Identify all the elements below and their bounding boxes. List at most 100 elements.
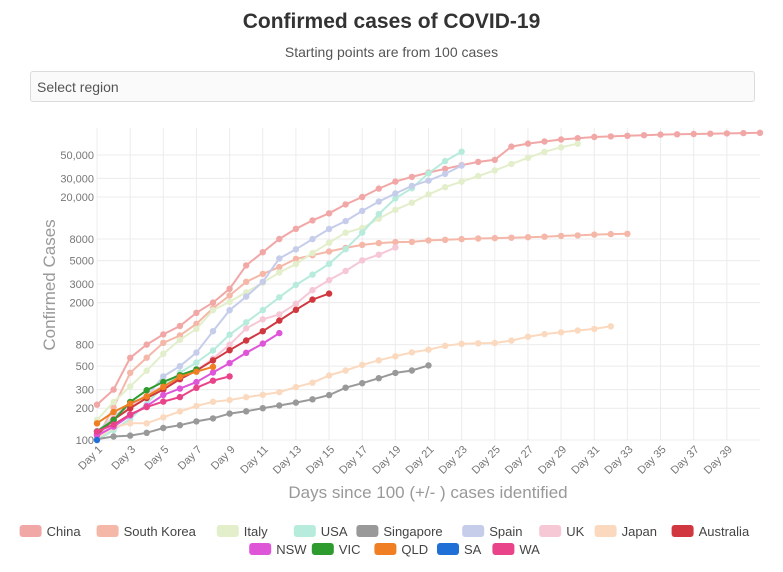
x-tick-label: Day 21	[403, 444, 436, 477]
data-point	[143, 403, 150, 411]
data-point	[209, 398, 217, 405]
data-point	[292, 246, 300, 253]
legend-swatch	[492, 543, 515, 555]
data-point	[557, 329, 565, 336]
data-point	[176, 373, 184, 380]
data-point	[309, 235, 316, 243]
data-point	[425, 346, 432, 353]
data-point	[624, 132, 631, 139]
data-point	[276, 235, 283, 243]
series-wa	[93, 373, 233, 435]
data-point	[176, 322, 184, 330]
data-point	[325, 290, 333, 297]
data-point	[93, 420, 101, 427]
data-point	[591, 133, 598, 141]
chart-title: Confirmed cases of COVID-19	[242, 10, 541, 33]
data-point	[309, 379, 316, 386]
data-point	[226, 292, 233, 299]
data-point	[309, 249, 316, 257]
data-point	[226, 347, 233, 354]
x-tick-label: Day 13	[271, 444, 304, 477]
data-point	[342, 229, 349, 236]
data-point	[193, 378, 200, 386]
data-point	[359, 229, 366, 236]
data-point	[408, 182, 416, 190]
legend-item-qld: QLD	[374, 542, 428, 557]
data-point	[425, 191, 432, 198]
data-point	[441, 157, 449, 165]
x-tick-label: Day 33	[602, 444, 635, 477]
data-point	[342, 246, 349, 253]
legend-label: QLD	[401, 542, 428, 557]
data-point	[143, 393, 150, 400]
data-point	[259, 270, 266, 278]
data-point	[193, 320, 200, 327]
data-point	[458, 178, 465, 185]
data-point	[110, 408, 117, 416]
legend-swatch	[462, 525, 485, 537]
data-point	[574, 232, 581, 239]
y-tick-label: 50,000	[60, 150, 94, 162]
data-point	[359, 380, 366, 387]
legend-label: VIC	[339, 542, 361, 557]
data-point	[541, 148, 548, 155]
data-point	[143, 387, 150, 394]
data-point	[375, 210, 382, 218]
x-tick-label: Day 1	[76, 444, 105, 473]
series-sa	[93, 436, 101, 444]
legend-swatch	[356, 525, 379, 537]
data-point	[408, 349, 416, 356]
data-point	[226, 307, 233, 314]
data-point	[127, 432, 134, 439]
legend-swatch	[249, 543, 272, 555]
data-point	[607, 230, 614, 238]
data-point	[408, 173, 416, 181]
x-tick-label: Day 15	[304, 444, 337, 477]
data-point	[425, 170, 432, 177]
data-point	[309, 296, 316, 303]
data-point	[375, 198, 382, 205]
data-point	[359, 257, 366, 264]
data-point	[740, 129, 747, 137]
data-point	[574, 140, 581, 147]
data-point	[458, 162, 465, 169]
data-point	[541, 330, 548, 338]
y-axis-ticks: 100 200 300 500 800 2000 3000 5000 8000 20,000 30,…	[60, 150, 94, 447]
grid-lines	[96, 128, 760, 441]
series-line	[96, 142, 578, 421]
legend-item-china: China	[19, 524, 81, 539]
data-point	[143, 429, 150, 436]
data-point	[508, 337, 515, 344]
legend-item-wa: WA	[492, 542, 540, 557]
data-point	[143, 354, 150, 361]
series-lines	[93, 129, 764, 444]
data-point	[193, 368, 200, 375]
data-point	[259, 249, 266, 256]
data-point	[193, 349, 200, 356]
data-point	[441, 170, 449, 178]
data-point	[209, 347, 217, 354]
data-point	[491, 167, 498, 174]
data-point	[127, 354, 134, 361]
data-point	[392, 238, 399, 246]
legend-label: SA	[464, 542, 482, 557]
region-select[interactable]: Select region	[30, 71, 755, 102]
data-point	[292, 383, 300, 391]
data-point	[259, 405, 266, 412]
data-point	[491, 339, 498, 347]
data-point	[243, 278, 250, 285]
data-point	[441, 184, 449, 191]
legend-swatch	[374, 543, 397, 555]
data-point	[160, 378, 167, 386]
data-point	[673, 131, 681, 138]
x-tick-label: Day 9	[209, 444, 238, 473]
data-point	[93, 436, 101, 444]
data-point	[491, 234, 498, 242]
data-point	[209, 415, 217, 422]
data-point	[127, 405, 134, 412]
data-point	[375, 239, 382, 247]
legend-label: WA	[519, 542, 540, 557]
data-point	[226, 373, 233, 380]
data-point	[243, 293, 250, 300]
